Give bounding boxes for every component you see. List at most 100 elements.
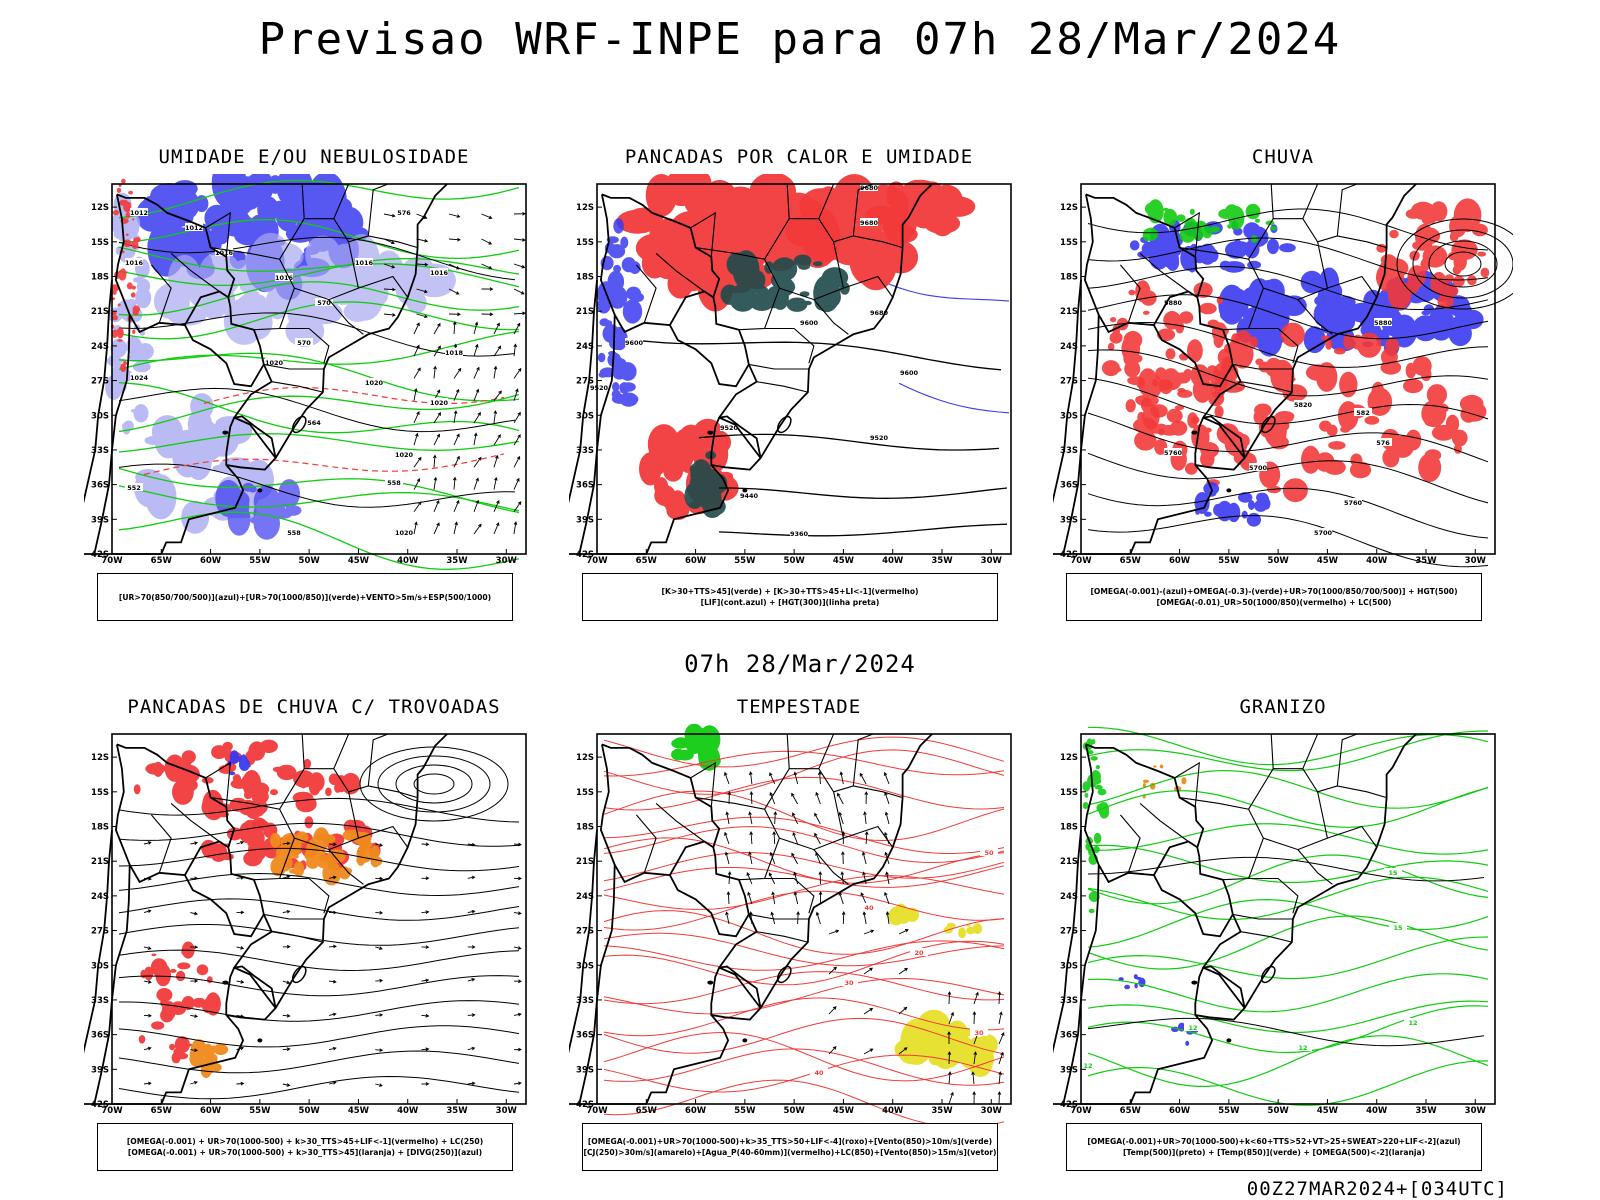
legend-line-2: [CJ(250)>30m/s](amarelo)+[Agua_P(40-60mm… xyxy=(583,1148,997,1157)
state-border xyxy=(1240,381,1293,393)
ur50-red-cell xyxy=(1275,411,1295,422)
omega-blue-cell xyxy=(1263,329,1274,343)
omega-blue-cell xyxy=(1246,512,1261,527)
temp850-green xyxy=(1087,823,1489,855)
wind-arrow xyxy=(421,876,430,881)
lon-tick-label: 50W xyxy=(784,556,806,566)
instability-red-cell xyxy=(666,174,712,198)
wind-arrow xyxy=(748,851,753,865)
ur50-red-cell xyxy=(1183,368,1193,379)
small-lake xyxy=(742,488,748,493)
lon-tick-label: 65W xyxy=(636,556,658,566)
contour-label: 570 xyxy=(297,339,311,347)
country-border xyxy=(1203,415,1246,459)
storm-red-cell xyxy=(244,852,259,861)
thickness-red-small-cell xyxy=(116,327,124,339)
ur50-red-cell xyxy=(1255,358,1264,366)
streamline-lc500 xyxy=(1087,265,1489,311)
wind-arrow xyxy=(467,1013,476,1017)
state-border xyxy=(1327,825,1378,848)
storm-red-cell xyxy=(343,777,354,790)
instability-green-cell xyxy=(814,292,828,311)
country-border xyxy=(93,864,131,1105)
omega-blue-cell xyxy=(1225,241,1248,259)
lat-tick-label: 33S xyxy=(576,996,594,1006)
temp500-black xyxy=(1087,856,1485,882)
lagoa-dos-patos xyxy=(776,965,792,984)
wind-arrow xyxy=(413,521,418,535)
wind-arrow xyxy=(432,454,437,468)
wind-arrow xyxy=(416,288,428,294)
wind-arrow xyxy=(948,1071,952,1085)
country-border xyxy=(1153,290,1198,326)
lc850-red xyxy=(603,932,1005,967)
ur50-red-cell xyxy=(1324,459,1346,475)
storm-red xyxy=(138,941,221,1064)
wind-arrow xyxy=(828,929,840,935)
storm-red-cell xyxy=(334,782,342,793)
wind-arrow xyxy=(493,455,499,468)
ur50-red-cell xyxy=(1152,378,1159,387)
rh-green-contour xyxy=(118,246,520,288)
omega-blue-cell xyxy=(1241,286,1268,307)
storm-orange xyxy=(270,827,383,886)
contour-label: 1018 xyxy=(445,349,464,357)
lon-tick-label: 65W xyxy=(151,556,173,566)
country-border xyxy=(93,314,131,555)
rh-andes-lightblue-cell xyxy=(136,343,154,360)
state-border xyxy=(635,814,657,873)
wind-arrow xyxy=(748,811,753,825)
contour-label-bg xyxy=(395,208,413,216)
temp850-green-small-cell xyxy=(1088,848,1094,856)
ur50-red-cell xyxy=(1101,360,1120,377)
lat-tick-label: 33S xyxy=(576,446,594,456)
jet250-yellow-cell xyxy=(934,1035,946,1049)
wind-arrow xyxy=(792,831,799,845)
instability-green xyxy=(720,250,850,313)
wind-arrow xyxy=(467,1046,476,1051)
lat-tick-label: 24S xyxy=(1060,342,1078,352)
omega-green-cell xyxy=(1179,226,1196,243)
ur50-red-cell xyxy=(1109,331,1123,344)
contour-label-bg xyxy=(275,273,293,281)
wind-arrow xyxy=(838,891,844,905)
wind-arrow xyxy=(796,911,800,925)
rh-green-contour xyxy=(118,381,520,434)
rh-green-contour xyxy=(118,218,520,260)
lon-tick-label: 65W xyxy=(1120,1106,1142,1116)
lat-tick-label: 18S xyxy=(1060,823,1078,833)
ur50-red-cell xyxy=(1437,294,1454,310)
state-border xyxy=(843,275,894,298)
panel-legend: [UR>70(850/700/500)](azul)+[UR>70(1000/8… xyxy=(97,573,513,621)
streamline-lc500 xyxy=(1087,237,1489,281)
contour-label-bg xyxy=(625,338,643,346)
state-border xyxy=(170,802,220,842)
lon-tick-label: 60W xyxy=(200,1106,222,1116)
lat-tick-label: 39S xyxy=(576,515,594,525)
lat-tick-label: 42S xyxy=(91,1100,109,1110)
coastline xyxy=(84,183,448,555)
wind-arrow xyxy=(817,771,822,785)
state-border xyxy=(1302,733,1319,769)
rh-high-lightblue-cell xyxy=(159,501,171,510)
contour-label: 40 xyxy=(814,1069,824,1077)
lon-tick-label: 35W xyxy=(1415,1106,1437,1116)
wind-arrow xyxy=(883,771,890,785)
wind-arrow xyxy=(769,851,776,865)
wind-arrow xyxy=(841,911,846,925)
omega-green-cell xyxy=(1265,220,1275,226)
wind-arrow xyxy=(421,1047,430,1052)
omega500-orange xyxy=(1142,764,1187,799)
ur50-red-cell xyxy=(1376,243,1387,253)
temp850-green-small-cell xyxy=(1082,802,1089,809)
legend-line-2: [OMEGA(-0.01)_UR>50(1000/850)(vermelho) … xyxy=(1156,598,1392,607)
wind-arrow xyxy=(453,410,458,423)
country-border xyxy=(1085,193,1246,459)
rh-andes-lightblue-cell xyxy=(128,336,140,353)
lon-tick-label: 55W xyxy=(1218,1106,1240,1116)
lat-tick-label: 36S xyxy=(576,1031,594,1041)
storm-red-cell xyxy=(243,790,253,800)
contour-label: 9680 xyxy=(860,184,879,192)
contour-label: 12 xyxy=(1298,1044,1307,1052)
state-border xyxy=(333,183,350,219)
